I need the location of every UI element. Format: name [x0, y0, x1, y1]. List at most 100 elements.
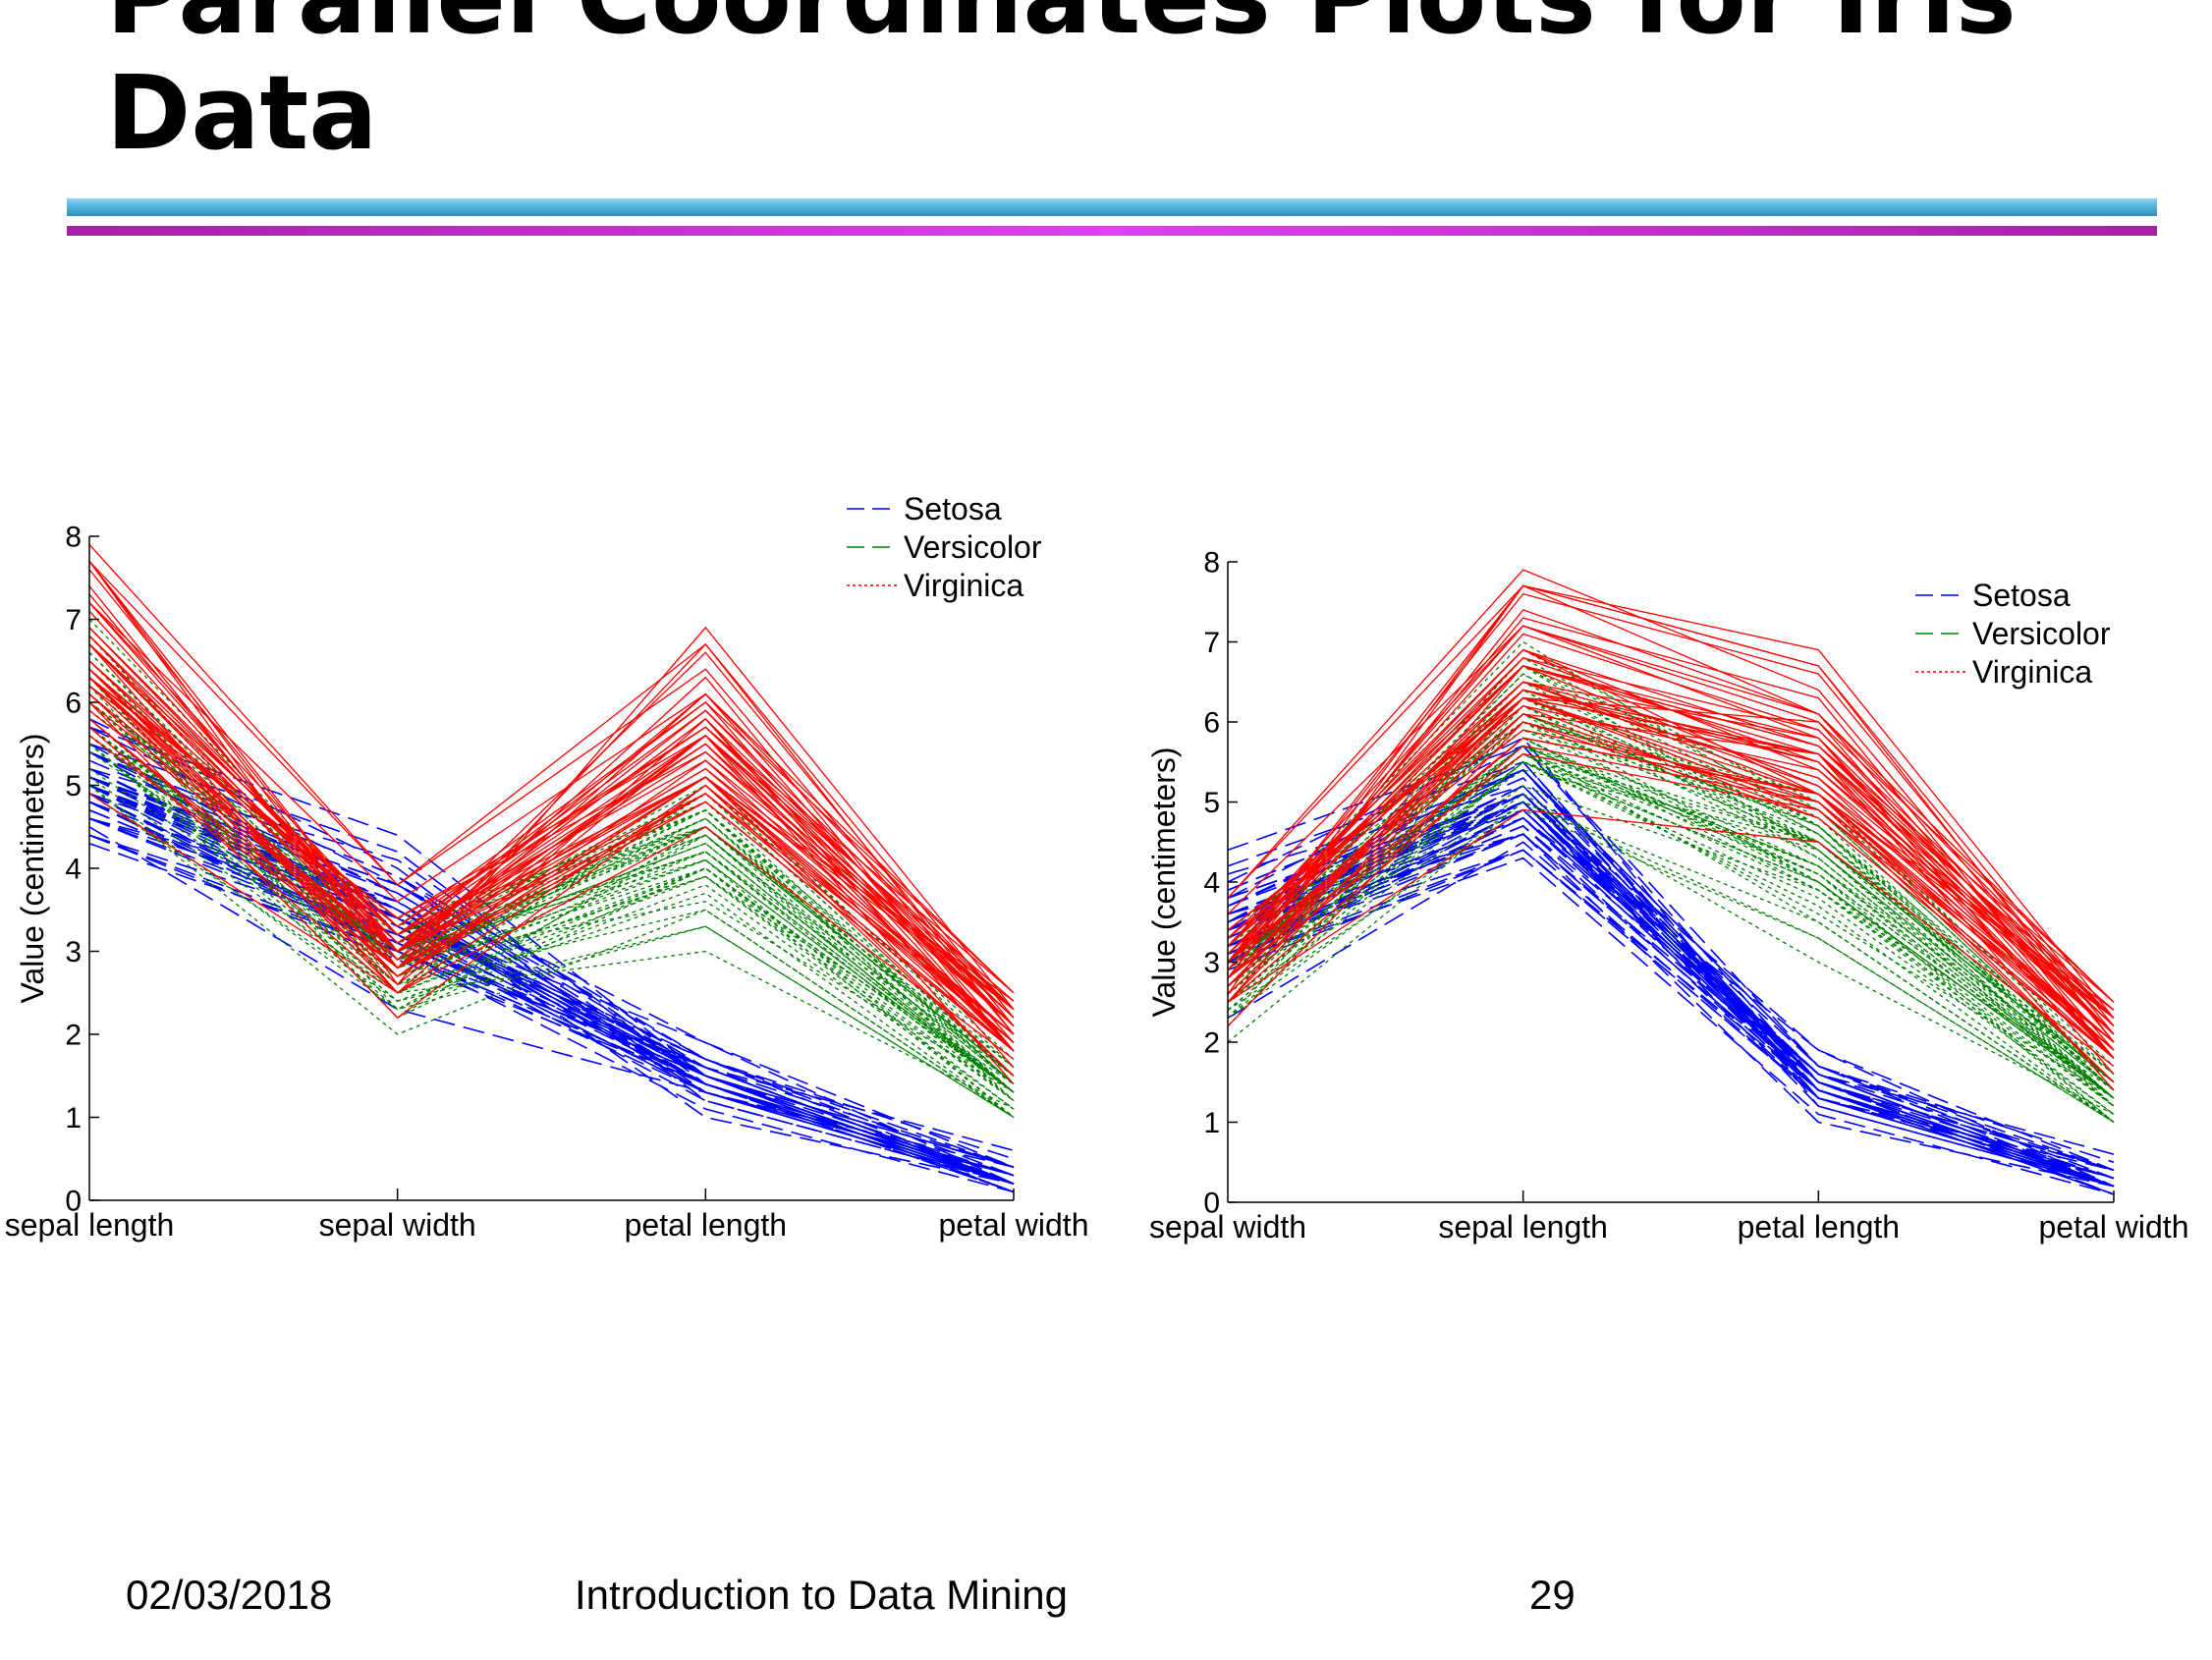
y-tick-label: 5 [1203, 787, 1220, 819]
series-virginica [88, 543, 1015, 1085]
series-line [1227, 752, 2115, 1115]
series-line [1227, 801, 2115, 1188]
series-line [1227, 768, 2115, 1188]
y-tick-label: 8 [1203, 547, 1220, 580]
series-line [1227, 696, 2115, 1099]
x-category-label: sepal length [1438, 1209, 1608, 1245]
y-tick-label: 1 [1203, 1107, 1220, 1139]
title-divider-cyan [67, 198, 2157, 216]
series-line [1227, 665, 2115, 1011]
y-tick-label: 3 [1203, 947, 1220, 979]
series-line [1227, 584, 2115, 1019]
y-tick-label: 4 [1203, 867, 1220, 900]
series-line [1227, 761, 2115, 1099]
series-line [1227, 737, 2115, 1123]
y-tick-label: 6 [65, 688, 82, 720]
series-line [88, 735, 1015, 1110]
series-line [1227, 584, 2115, 1019]
series-line [88, 743, 1015, 1102]
series-line [88, 743, 1015, 1093]
series-line [1227, 681, 2115, 1043]
series-line [88, 784, 1015, 1185]
series-line [88, 793, 1015, 1119]
series-line [1227, 648, 2115, 1035]
series-line [1227, 745, 2115, 1099]
y-tick-label: 7 [65, 604, 82, 636]
footer-page-number: 29 [1529, 1572, 1576, 1618]
parallel-coordinates-chart-swapped-order: 0 1 2 3 4 5 6 7 8 sepal width sepal length petal le… [1146, 547, 2189, 1245]
series-line [1227, 729, 2115, 1059]
legend-label: Versicolor [1972, 616, 2111, 651]
series-line [1227, 681, 2115, 1043]
series-line [88, 643, 1015, 994]
series-line [1227, 785, 2115, 1091]
series-line [88, 643, 1015, 1002]
series-line [88, 793, 1015, 1060]
series-line [88, 718, 1015, 1043]
series-line [88, 726, 1015, 1119]
y-axis-label: Value (centimeters) [1146, 747, 1182, 1017]
series-virginica [1227, 569, 2115, 1091]
series-line [1227, 808, 2115, 1068]
series-line [88, 718, 1015, 1102]
parallel-coordinates-chart-original-order: 0 1 2 3 4 5 6 7 8 sepal length sepal width petal le… [5, 491, 1089, 1243]
series-line [88, 668, 1015, 1019]
series-line [1227, 673, 2115, 1099]
y-tick-label: 1 [65, 1102, 82, 1134]
series-line [1227, 801, 2115, 1124]
series-line [1227, 801, 2115, 1124]
series-line [88, 750, 1015, 1168]
series-line [88, 660, 1015, 1035]
series-line [1227, 745, 2115, 1099]
x-category-label: petal width [939, 1207, 1089, 1243]
series-line [1227, 657, 2115, 1035]
series-line [88, 743, 1015, 1110]
x-category-label: petal width [2039, 1209, 2189, 1245]
legend-label: Versicolor [904, 529, 1042, 565]
series-line [1227, 625, 2115, 1003]
series-line [88, 561, 1015, 1035]
series-line [1227, 705, 2115, 1019]
series-line [1227, 768, 2115, 1188]
series-line [1227, 737, 2115, 1107]
y-tick-label: 4 [65, 854, 82, 886]
series-line [88, 701, 1015, 1077]
footer-course-title: Introduction to Data Mining [575, 1572, 1068, 1618]
series-line [1227, 793, 2115, 1115]
series-line [88, 817, 1015, 1185]
y-tick-label: 5 [65, 770, 82, 802]
y-tick-label: 8 [65, 522, 82, 554]
series-line [1227, 761, 2115, 1099]
series-line [88, 726, 1015, 1093]
series-line [1227, 737, 2115, 1051]
y-tick-label: 0 [1203, 1188, 1220, 1220]
x-category-label: petal length [1738, 1209, 1900, 1245]
series-line [88, 560, 1015, 1019]
series-line [88, 735, 1015, 1093]
series-line [1227, 665, 2115, 1059]
title-divider-magenta [67, 226, 2157, 236]
y-tick-label: 7 [1203, 627, 1220, 659]
legend-label: Setosa [904, 491, 1002, 526]
legend-label: Virginica [904, 568, 1023, 603]
y-tick-label: 0 [65, 1186, 82, 1218]
y-tick-label: 6 [1203, 707, 1220, 740]
series-line [1227, 761, 2115, 1124]
x-category-label: sepal width [319, 1207, 476, 1243]
footer-date: 02/03/2018 [126, 1572, 333, 1618]
series-line [1227, 665, 2115, 1003]
series-line [88, 801, 1015, 1185]
series-line [88, 685, 1015, 1011]
series-line [1227, 665, 2115, 1020]
series-line [88, 635, 1015, 1011]
x-category-label: sepal width [1149, 1209, 1306, 1245]
y-tick-label: 2 [1203, 1027, 1220, 1060]
x-category-label: sepal length [5, 1207, 175, 1243]
series-line [88, 776, 1015, 1110]
series-line [88, 602, 1015, 994]
series-line [1227, 849, 2115, 1188]
series-line [88, 709, 1015, 1052]
y-tick-label: 2 [65, 1020, 82, 1052]
series-line [1227, 648, 2115, 1083]
